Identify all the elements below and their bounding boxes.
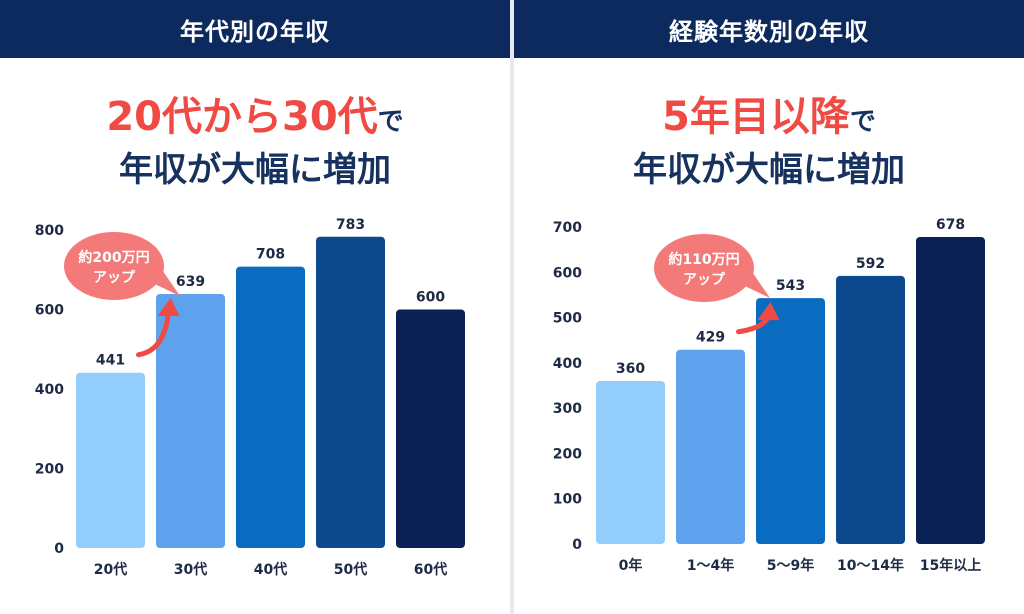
y-tick-label: 0 xyxy=(572,537,582,553)
bar-value-label: 592 xyxy=(856,256,885,272)
headline-text: 年収が大幅に増加 xyxy=(119,150,391,190)
x-tick-label: 20代 xyxy=(94,561,127,578)
headline-highlight: 5年目以降 xyxy=(662,94,850,140)
headline-line-2: 年収が大幅に増加 xyxy=(0,142,510,191)
bar xyxy=(316,236,385,548)
x-tick-label: 5～9年 xyxy=(767,557,814,574)
y-tick-label: 200 xyxy=(553,446,582,462)
bar xyxy=(76,372,145,548)
increase-arrow xyxy=(136,309,171,358)
bar xyxy=(836,275,905,544)
bar-value-label: 360 xyxy=(616,361,645,377)
headline-line-2: 年収が大幅に増加 xyxy=(514,142,1024,191)
y-tick-label: 600 xyxy=(35,303,64,319)
y-tick-label: 400 xyxy=(553,356,582,372)
y-tick-label: 300 xyxy=(553,401,582,417)
x-tick-label: 40代 xyxy=(254,561,287,578)
headline-highlight: 20代から30代 xyxy=(106,94,378,140)
x-tick-label: 10～14年 xyxy=(837,557,904,574)
bar-value-label: 441 xyxy=(96,353,125,369)
bubble-text-line-2: アップ xyxy=(683,272,726,288)
headline-text: 年収が大幅に増加 xyxy=(633,150,905,190)
x-tick-label: 0年 xyxy=(619,557,643,574)
x-tick-label: 60代 xyxy=(414,561,447,578)
headline-line-1: 20代から30代で xyxy=(0,84,510,142)
x-tick-label: 30代 xyxy=(174,561,207,578)
panel-by-experience: 経験年数別の年収 5年目以降で 年収が大幅に増加 0 100 200 300 400 50… xyxy=(514,0,1024,614)
bar-value-label: 708 xyxy=(256,247,285,263)
bubble-text-line-2: アップ xyxy=(93,270,136,286)
bar-chart-by-age: 0 200 400 600 800 441 20代 639 30代 708 40代 783 50代 600… xyxy=(35,217,465,578)
y-tick-label: 200 xyxy=(35,462,64,478)
bar xyxy=(236,266,305,548)
bubble-text-line-1: 約200万円 xyxy=(78,249,149,266)
bar-value-label: 639 xyxy=(176,274,205,290)
x-tick-label: 50代 xyxy=(334,561,367,578)
y-tick-label: 700 xyxy=(553,220,582,236)
bar xyxy=(396,309,465,548)
panel-header: 経験年数別の年収 xyxy=(514,0,1024,58)
y-tick-label: 800 xyxy=(35,223,64,239)
y-tick-label: 600 xyxy=(553,265,582,281)
bar xyxy=(596,380,665,544)
headline-suffix: で xyxy=(849,107,876,137)
bar-value-label: 429 xyxy=(696,330,725,346)
bar-value-label: 600 xyxy=(416,290,445,306)
panel-divider xyxy=(510,0,514,614)
bar-value-label: 783 xyxy=(336,217,365,233)
arrow-head xyxy=(757,302,780,321)
panel-header: 年代別の年収 xyxy=(0,0,510,58)
headline-suffix: で xyxy=(377,107,404,137)
bar-value-label: 678 xyxy=(936,217,965,233)
x-tick-label: 1～4年 xyxy=(687,557,734,574)
y-tick-label: 100 xyxy=(553,492,582,508)
y-tick-label: 0 xyxy=(54,541,64,557)
bar xyxy=(916,236,985,544)
panel-by-age: 年代別の年収 20代から30代で 年収が大幅に増加 0 200 400 600 800 4… xyxy=(0,0,510,614)
x-tick-label: 15年以上 xyxy=(920,557,981,574)
y-tick-label: 500 xyxy=(553,311,582,327)
y-tick-label: 400 xyxy=(35,382,64,398)
bar-chart-by-experience: 0 100 200 300 400 500 600 700 360 0年 429 1～4年 543 5～9… xyxy=(553,217,985,574)
headline-line-1: 5年目以降で xyxy=(514,84,1024,142)
arrow-head xyxy=(157,297,180,316)
bubble-text-line-1: 約110万円 xyxy=(668,251,739,268)
bar xyxy=(156,293,225,548)
bar xyxy=(676,349,745,544)
bar-value-label: 543 xyxy=(776,278,805,294)
bar xyxy=(756,298,825,544)
